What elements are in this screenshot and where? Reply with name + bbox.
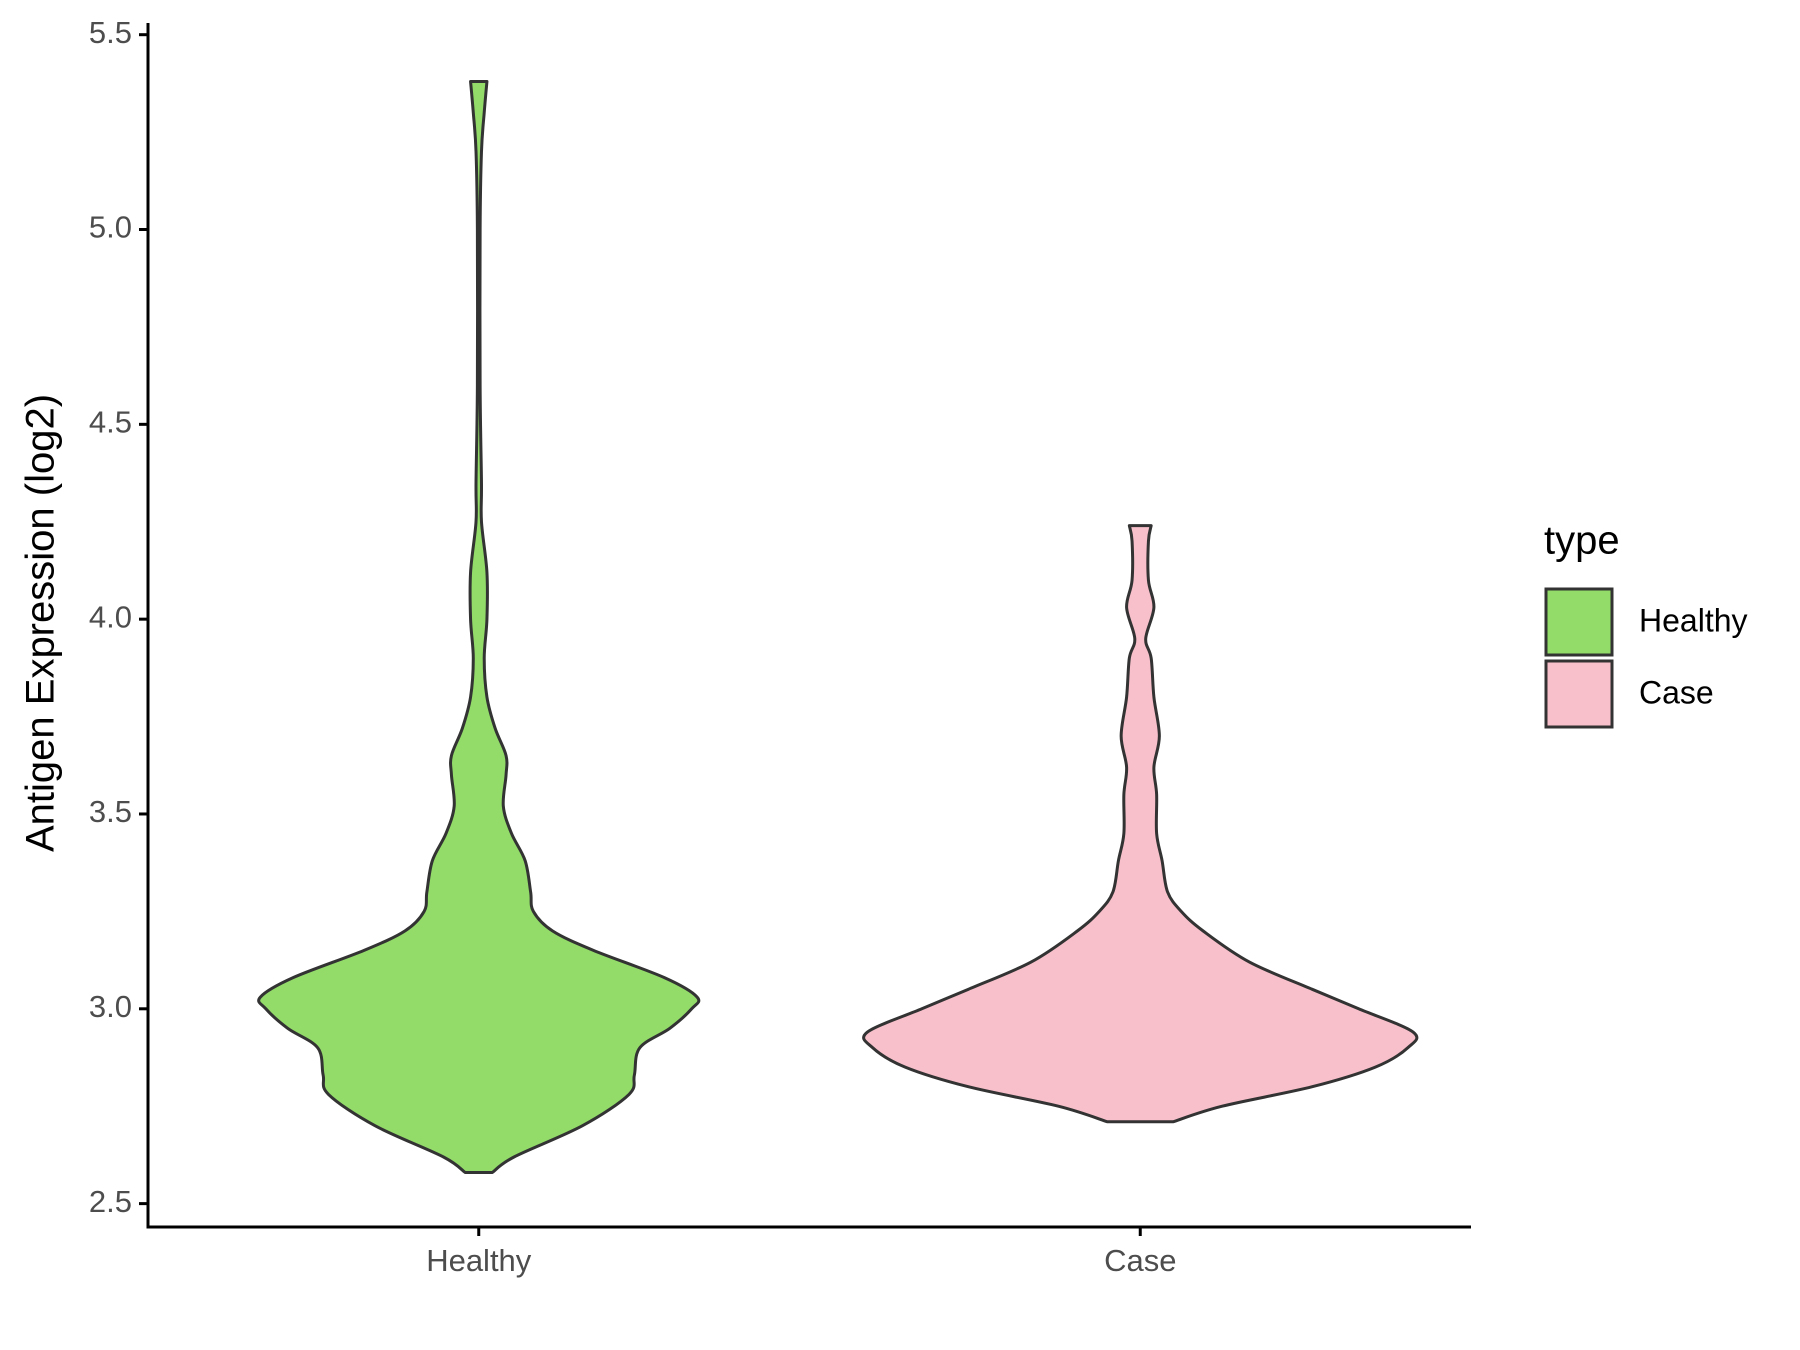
legend-label: Case [1639,674,1714,710]
legend-title: type [1544,519,1620,563]
x-tick-label: Healthy [426,1243,532,1278]
y-axis-title: Antigen Expression (log2) [19,394,63,852]
y-tick-label: 4.5 [89,405,132,440]
x-tick-label: Case [1104,1243,1176,1278]
y-tick-label: 2.5 [89,1184,132,1219]
violin [862,524,1419,1124]
y-tick-label: 5.0 [89,210,132,245]
violin [257,79,701,1174]
y-tick-label: 5.5 [89,15,132,50]
legend-key [1544,659,1614,729]
legend-key [1544,587,1614,657]
y-tick-label: 3.0 [89,989,132,1024]
y-tick-label: 4.0 [89,599,132,634]
legend-label: Healthy [1639,602,1748,638]
y-tick-label: 3.5 [89,794,132,829]
